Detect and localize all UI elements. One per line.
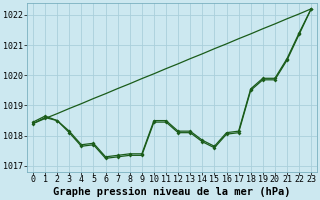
X-axis label: Graphe pression niveau de la mer (hPa): Graphe pression niveau de la mer (hPa) xyxy=(53,187,291,197)
